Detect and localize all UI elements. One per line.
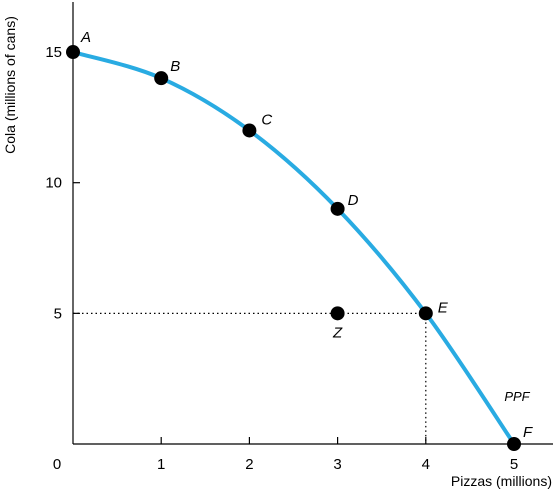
dotted-guides <box>73 312 427 444</box>
point-label-e: E <box>438 299 449 316</box>
x-tick-label-1: 1 <box>157 456 165 473</box>
x-tick-label-5: 5 <box>510 456 518 473</box>
point-d <box>330 201 345 216</box>
point-e <box>418 306 433 321</box>
point-label-d: D <box>348 192 359 209</box>
y-axis-title: Cola (millions of cans) <box>2 16 18 154</box>
x-tick-label-4: 4 <box>422 456 430 473</box>
axis-ticks: 1 2 3 4 5 5 10 15 <box>45 44 518 473</box>
point-label-a: A <box>80 29 91 46</box>
y-tick-label-15: 15 <box>45 44 62 61</box>
x-tick-label-2: 2 <box>245 456 253 473</box>
ppf-curve-label: PPF <box>504 389 530 404</box>
point-c <box>242 123 257 138</box>
data-points: A B C D E F Z <box>66 29 533 451</box>
y-tick-label-10: 10 <box>45 175 62 192</box>
ppf-curve <box>71 50 516 446</box>
point-label-b: B <box>170 58 180 75</box>
point-f <box>507 437 521 451</box>
point-z <box>330 306 345 321</box>
origin-label: 0 <box>53 456 61 473</box>
y-tick-label-5: 5 <box>54 305 62 322</box>
point-label-c: C <box>261 111 272 128</box>
point-a <box>66 45 80 60</box>
point-label-f: F <box>523 424 533 441</box>
point-b <box>154 71 169 86</box>
point-label-z: Z <box>332 324 343 341</box>
x-tick-label-3: 3 <box>333 456 341 473</box>
x-axis-title: Pizzas (millions) <box>451 473 552 489</box>
